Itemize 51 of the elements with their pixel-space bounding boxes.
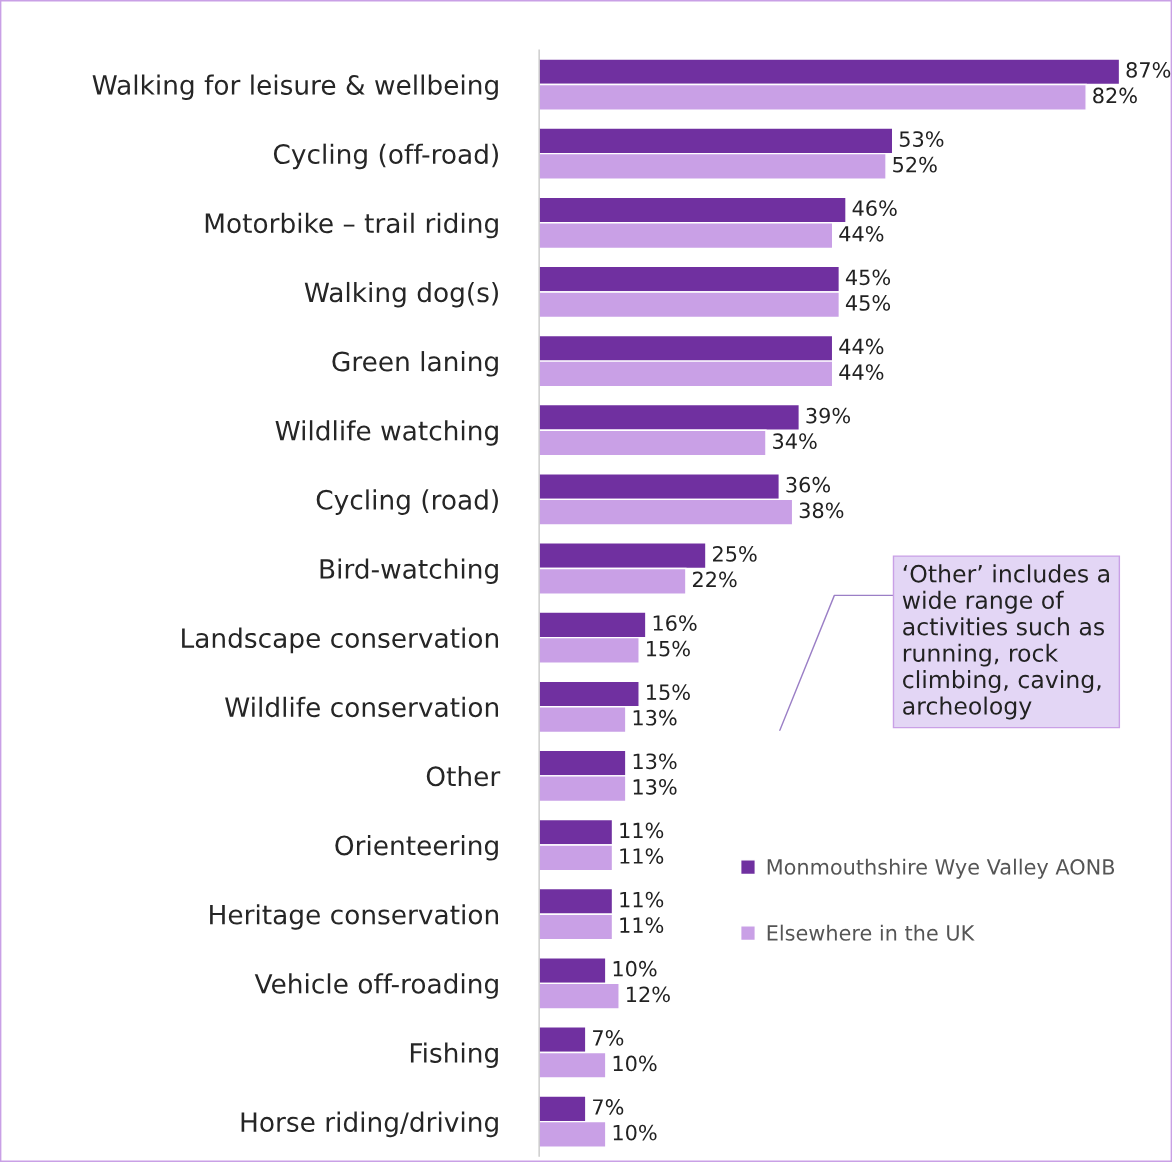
data-label: 36%: [786, 476, 830, 493]
data-label: 44%: [839, 338, 884, 355]
annotation: ‘Other’ includes a wide range of activities such as running, rock climbing, caving, archeology: [902, 564, 1109, 720]
data-label: 7%: [593, 1099, 624, 1115]
y-tick-label: Other: [426, 765, 501, 787]
data-label: 25%: [712, 546, 757, 562]
data-label: 44%: [839, 364, 884, 380]
data-label: 46%: [852, 200, 897, 217]
y-tick-label: Cycling (road): [316, 489, 498, 515]
data-label: 53%: [899, 131, 944, 147]
data-label: 45%: [845, 269, 891, 286]
y-tick-label: Motorbike – trail riding: [205, 212, 498, 239]
data-label: 39%: [806, 407, 851, 424]
y-tick-label: Landscape conservation: [182, 627, 498, 654]
data-label: 52%: [893, 156, 937, 173]
y-tick-label: Heritage conservation: [210, 904, 498, 930]
data-label: 13%: [633, 779, 677, 795]
y-tick-label: Cycling (off-road): [273, 143, 498, 170]
data-label: 82%: [1093, 87, 1137, 104]
data-label: 45%: [845, 295, 891, 311]
legend-label: Monmouthshire Wye Valley AONB: [767, 858, 1115, 879]
y-tick-label: Fishing: [410, 1042, 498, 1068]
data-label: 10%: [613, 1124, 657, 1141]
data-label: 11%: [620, 848, 664, 864]
data-label: 44%: [839, 225, 884, 242]
y-tick-label: Bird-watching: [320, 558, 498, 585]
y-tick-label: Green laning: [332, 351, 498, 377]
data-label: 15%: [647, 684, 690, 701]
y-tick-label: Wildlife conservation: [225, 696, 498, 718]
data-label: 7%: [593, 1029, 624, 1046]
data-label: 11%: [620, 891, 664, 908]
data-label: 10%: [613, 960, 657, 977]
data-label: 16%: [653, 615, 697, 631]
data-label: 11%: [620, 822, 664, 839]
data-label: 13%: [633, 709, 677, 726]
data-label: 22%: [692, 571, 737, 588]
data-label: 38%: [799, 502, 844, 519]
y-tick-label: Horse riding/driving: [241, 1111, 498, 1138]
data-label: 10%: [613, 1055, 657, 1072]
data-label: 12%: [627, 986, 670, 1003]
y-tick-label: Walking dog(s): [304, 281, 498, 308]
y-tick-label: Vehicle off-roading: [254, 973, 498, 999]
data-label: 87%: [1126, 62, 1171, 78]
data-label: 13%: [633, 753, 677, 770]
y-tick-label: Orienteering: [335, 835, 498, 861]
y-tick-label: Walking for leisure & wellbeing: [92, 74, 498, 101]
y-tick-label: Wildlife watching: [275, 420, 498, 446]
data-label: 34%: [773, 433, 817, 450]
data-label: 15%: [647, 640, 690, 657]
data-label: 11%: [620, 917, 664, 934]
legend-label: Elsewhere in the UK: [767, 924, 975, 941]
